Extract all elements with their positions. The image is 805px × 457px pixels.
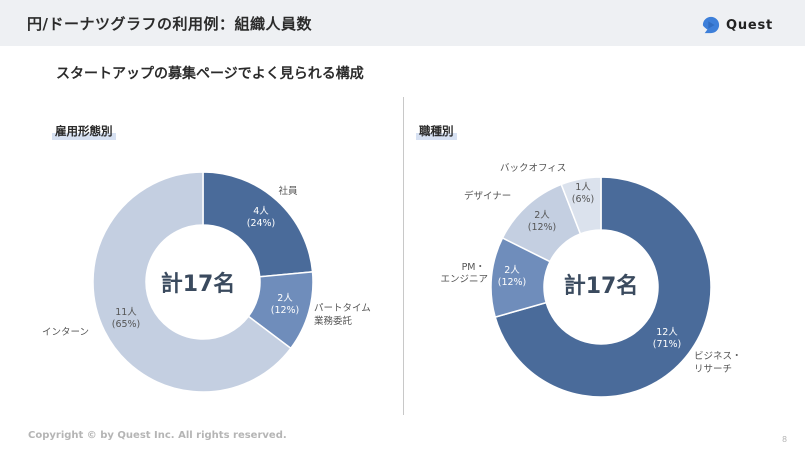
slice-value-label: 11人 (115, 307, 137, 318)
slice-value-label: 2人 (277, 293, 293, 304)
slice-name-label: リサーチ (694, 364, 732, 375)
slice-name-label: ビジネス・ (694, 351, 742, 362)
left-section-title: 雇用形態別 (52, 123, 116, 140)
slice-name-label: PM・ (462, 262, 485, 273)
slice-name-label: 業務委託 (314, 315, 353, 327)
slice-name-label: 社員 (278, 185, 298, 197)
slice-pct-label: (12%) (498, 277, 527, 288)
donut-slice (494, 176, 712, 398)
right-section-title: 職種別 (416, 123, 457, 140)
slice-pct-label: (65%) (112, 319, 141, 330)
page-title: 円/ドーナツグラフの利用例：組織人員数 (27, 15, 312, 33)
slice-value-label: 1人 (575, 182, 591, 193)
right-center-label: 計17名 (564, 273, 639, 299)
quest-logo: Quest (702, 15, 773, 35)
job-type-donut (490, 176, 712, 398)
slice-name-label: エンジニア (440, 274, 488, 285)
column-divider (403, 97, 404, 415)
slice-name-label: デザイナー (464, 190, 511, 202)
page-number: 8 (782, 435, 788, 444)
header-bar: 円/ドーナツグラフの利用例：組織人員数 Quest (0, 0, 805, 46)
slice-pct-label: (71%) (653, 339, 682, 350)
slide-subtitle: スタートアップの募集ページでよく見られる構成 (56, 66, 364, 82)
donut-slice (560, 176, 602, 235)
slice-name-label: バックオフィス (500, 163, 566, 174)
slice-pct-label: (12%) (528, 222, 557, 233)
quest-logo-icon (702, 16, 720, 34)
slice-pct-label: (12%) (271, 305, 300, 316)
slice-value-label: 4人 (253, 206, 269, 217)
slice-name-label: インターン (42, 327, 89, 338)
donut-slice (202, 171, 314, 278)
slice-value-label: 12人 (656, 327, 678, 338)
slice-value-label: 2人 (504, 265, 520, 276)
donut-slice (92, 171, 292, 393)
slice-name-label: パートタイム (314, 303, 371, 314)
left-center-label: 計17名 (161, 271, 236, 297)
logo-text: Quest (726, 17, 774, 33)
slice-value-label: 2人 (534, 210, 550, 221)
slice-pct-label: (6%) (572, 194, 594, 205)
employment-type-donut (92, 171, 314, 393)
copyright-text: Copyright © by Quest Inc. All rights res… (28, 430, 287, 441)
slice-pct-label: (24%) (247, 218, 276, 229)
